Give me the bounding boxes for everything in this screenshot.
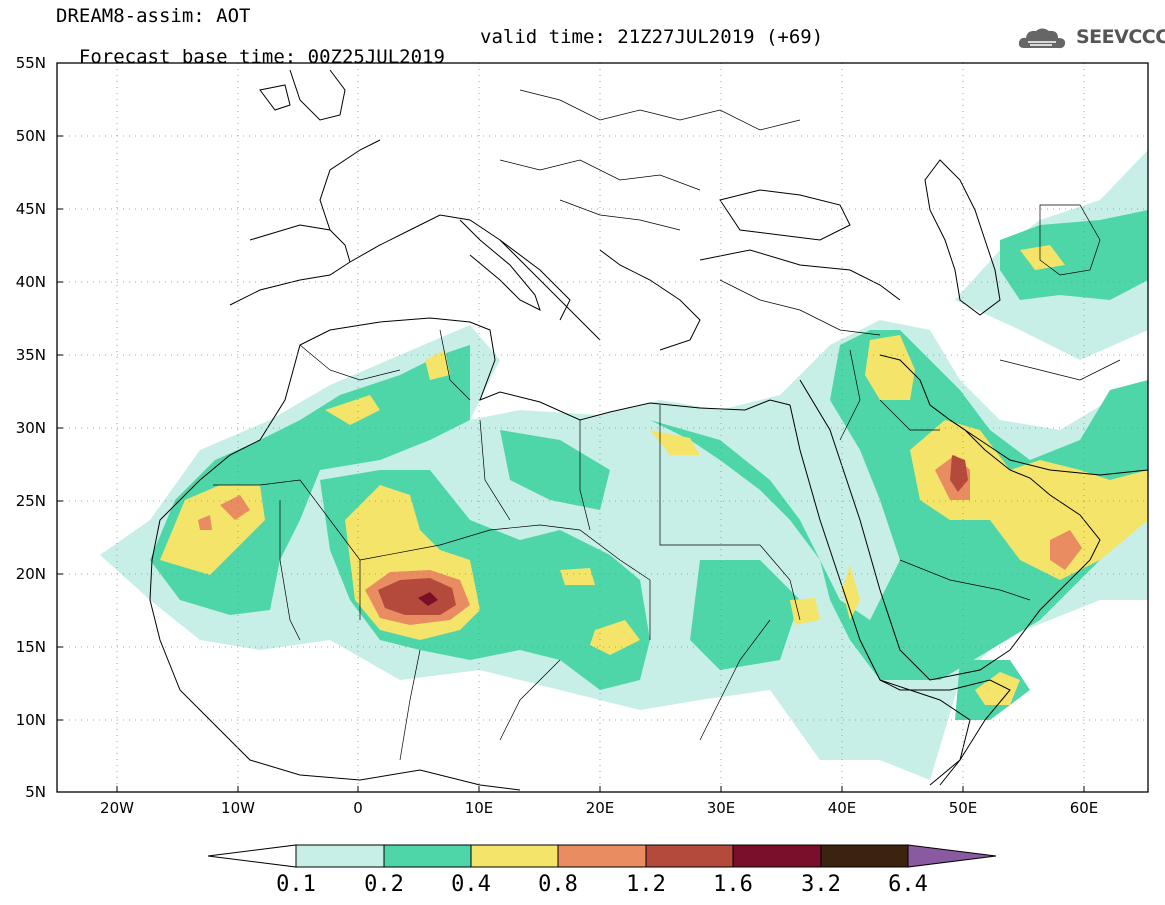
colorbar-bin [557,844,647,868]
lat-label: 50N [16,127,46,145]
aot-level-1.6 [418,592,438,606]
colorbar-bin [732,844,822,868]
colorbar-label: 6.4 [888,872,928,897]
coastlines [149,69,1148,791]
lat-label: 35N [16,346,46,364]
lat-label: 10N [16,711,46,729]
lat-labels: 55N 50N 45N 40N 35N 30N 25N 20N 15N 10N … [16,54,46,801]
lon-label: 10E [465,799,494,817]
lon-label: 20W [100,799,134,817]
logo-text: SEEVCCC [1076,26,1165,48]
lat-label: 25N [16,492,46,510]
axis-ticks [57,135,1085,792]
lat-label: 30N [16,419,46,437]
colorbar-label: 1.6 [713,872,753,897]
colorbar [207,844,997,868]
product-title: DREAM8-assim: AOT [56,5,251,27]
aot-field [100,150,1148,780]
lat-label: 5N [25,783,46,801]
lon-label: 50E [949,799,978,817]
colorbar-bin [470,844,559,868]
lon-label: 0 [353,799,363,817]
forecast-times: Forecast base time: 00Z25JUL2019 valid t… [56,27,823,87]
colorbar-bin [383,844,472,868]
colorbar-bin [295,844,385,868]
cloud-icon [1018,28,1066,49]
lat-label: 20N [16,565,46,583]
colorbar-label: 1.2 [626,872,666,897]
lon-label: 10W [221,799,255,817]
colorbar-bin [645,844,734,868]
valid-time: valid time: 21Z27JUL2019 (+69) [480,26,824,48]
colorbar-under-arrow [207,844,297,868]
lat-label: 55N [16,54,46,72]
lat-label: 45N [16,200,46,218]
lon-label: 60E [1070,799,1099,817]
colorbar-bin [820,844,909,868]
colorbar-label: 0.4 [451,872,491,897]
country-borders [213,89,1121,761]
aot-level-1.2 [378,455,968,615]
colorbar-label: 0.8 [538,872,578,897]
base-time: Forecast base time: 00Z25JUL2019 [78,46,445,68]
lon-label: 20E [586,799,615,817]
lon-label: 40E [828,799,857,817]
lat-label: 40N [16,273,46,291]
seevccc-logo: SEEVCCC [1016,24,1165,54]
colorbar-label: 3.2 [801,872,841,897]
lon-label: 30E [707,799,736,817]
colorbar-over-arrow [907,844,997,868]
lon-labels: 20W 10W 0 10E 20E 30E 40E 50E 60E [100,799,1098,817]
colorbar-label: 0.2 [364,872,404,897]
lat-label: 15N [16,638,46,656]
colorbar-label: 0.1 [276,872,316,897]
